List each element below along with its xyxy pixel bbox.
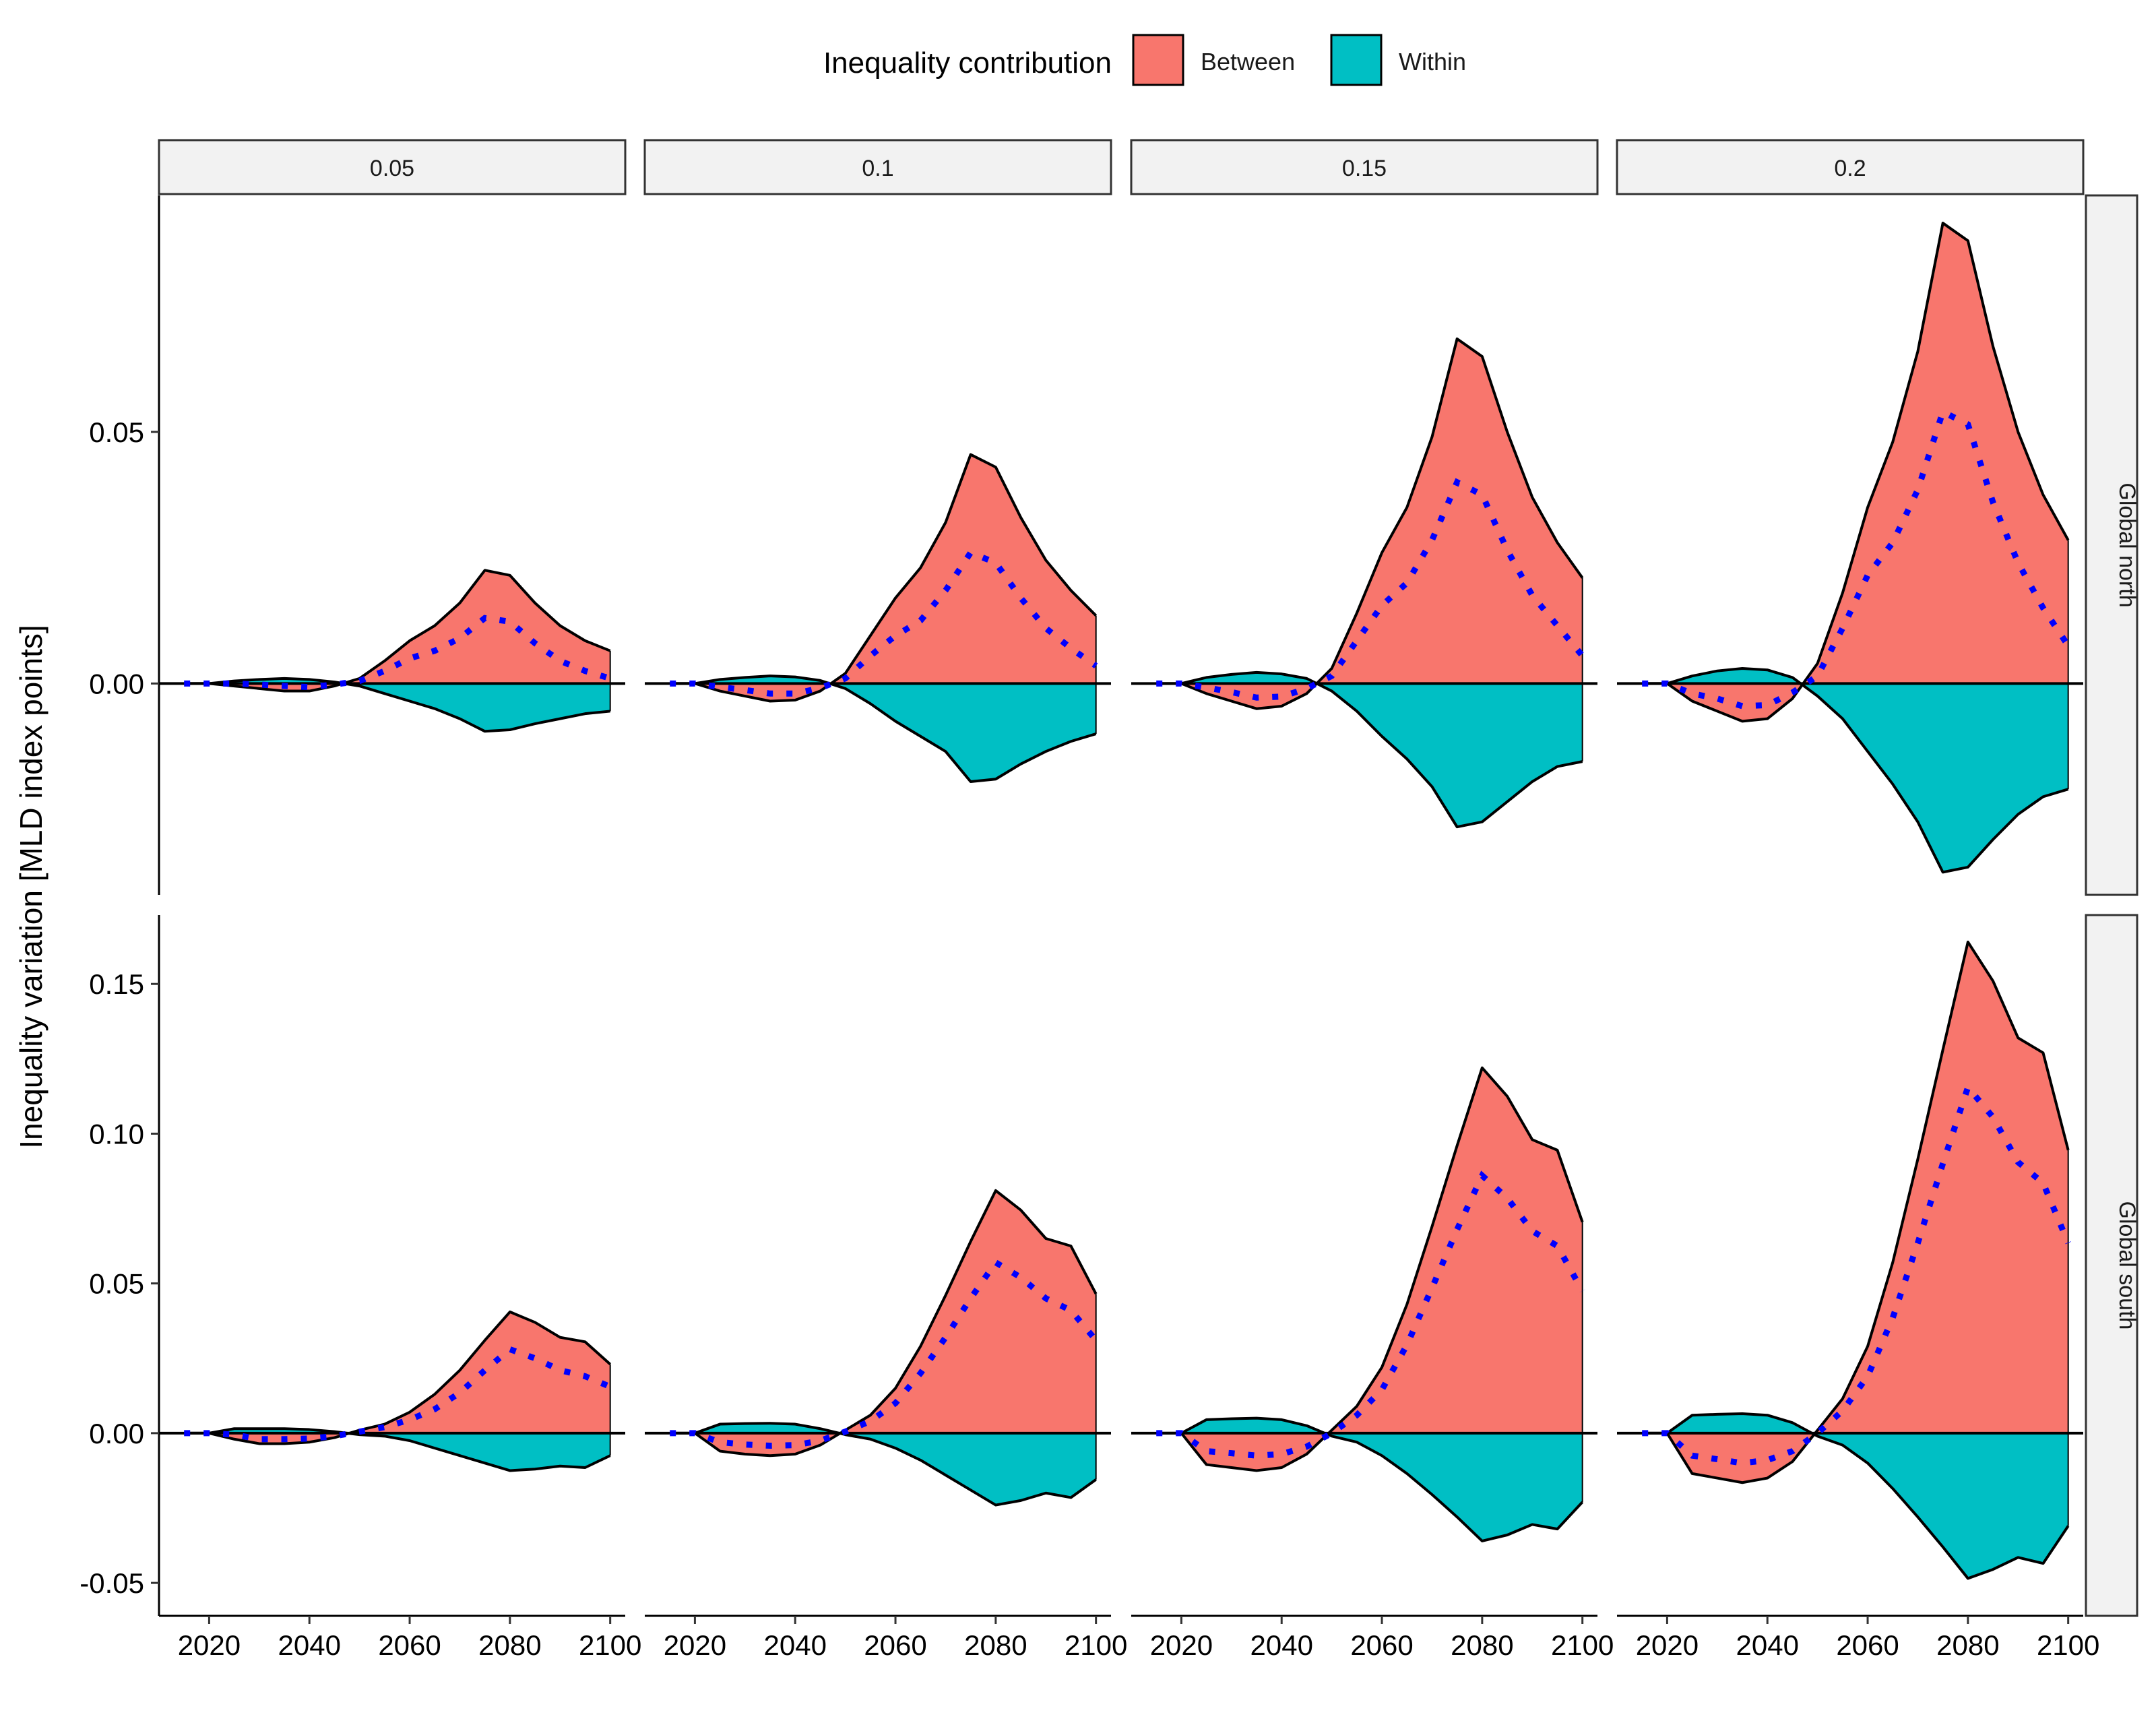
y-tick-label: 0.05 (89, 1268, 144, 1300)
x-tick-label: 2060 (1350, 1629, 1413, 1661)
x-tick-label: 2100 (579, 1629, 641, 1661)
legend-label-within: Within (1399, 48, 1466, 75)
y-tick-label: 0.00 (89, 668, 144, 699)
panel-grid: 0.05 0.1 0.15 0.2 Global north Global south 0.… (80, 139, 2140, 1661)
strip-row-label-global-south: Global south (2114, 1201, 2140, 1330)
within-outline (184, 1427, 611, 1472)
between-area (1156, 1067, 1583, 1471)
panel-global-north-0-05: 0.00 0.05 (89, 195, 625, 895)
between-outline (1642, 222, 2070, 723)
strip-col-label-0-15: 0.15 (1342, 156, 1387, 181)
panel-global-north-0-1 (645, 453, 1111, 783)
between-area (1642, 223, 2068, 722)
within-area (1156, 672, 1583, 827)
x-tick-label: 2100 (1065, 1629, 1127, 1661)
within-area (184, 678, 610, 732)
x-tick-label: 2080 (1936, 1629, 1999, 1661)
within-outline (670, 675, 1097, 783)
x-tick-label: 2060 (1836, 1629, 1899, 1661)
x-tick-label: 2100 (1551, 1629, 1614, 1661)
total-dotted-line (1156, 1170, 1585, 1459)
legend-title: Inequality contribution (823, 46, 1112, 80)
x-tick-label: 2040 (278, 1629, 341, 1661)
strip-col-0-15 (1130, 139, 1599, 195)
within-outline (1642, 666, 2069, 874)
within-area (1642, 668, 2068, 873)
between-outline (1642, 941, 2070, 1484)
between-outline (1156, 337, 1584, 710)
y-axis-title: Inequality variation [MLD index points] (13, 625, 49, 1148)
between-outline (1156, 1066, 1584, 1472)
y-tick-label: -0.05 (80, 1567, 144, 1599)
x-tick-label: 2100 (2037, 1629, 2099, 1661)
strip-col-0-05 (158, 139, 627, 195)
between-area (184, 1311, 610, 1444)
total-dotted-line (1156, 478, 1585, 701)
between-outline (670, 1189, 1098, 1457)
between-outline (670, 453, 1098, 703)
total-dotted-line (670, 548, 1098, 697)
x-tick-label: 2040 (1250, 1629, 1313, 1661)
x-tick-label: 2080 (964, 1629, 1027, 1661)
between-area (1156, 338, 1583, 709)
within-outline (184, 677, 610, 733)
between-outline (184, 1310, 612, 1445)
within-area (670, 1423, 1096, 1505)
within-outline (1156, 1416, 1584, 1542)
panel-global-south-0-1: 2020 2040 2060 2080 2100 (645, 1189, 1127, 1661)
within-area (670, 676, 1096, 782)
total-dotted-line (184, 1346, 612, 1443)
y-tick-label: 0.00 (89, 1418, 144, 1449)
x-tick-label: 2020 (1636, 1629, 1699, 1661)
within-outline (1156, 670, 1583, 829)
x-tick-label: 2080 (478, 1629, 541, 1661)
y-tick-label: 0.05 (89, 416, 144, 448)
x-tick-label: 2040 (1736, 1629, 1799, 1661)
total-dotted-line (1642, 1081, 2071, 1466)
strip-row-label-global-north: Global north (2114, 482, 2140, 607)
strip-col-0-2 (1616, 139, 2085, 195)
legend: Inequality contribution Between Within (823, 34, 1466, 86)
within-outline (1642, 1412, 2070, 1580)
strip-col-label-0-05: 0.05 (370, 156, 414, 181)
strip-col-0-1 (643, 139, 1112, 195)
panel-global-south-0-15: 2020 2040 2060 2080 2100 (1131, 1066, 1614, 1661)
between-area (1642, 942, 2068, 1483)
total-dotted-line (184, 615, 611, 691)
legend-key-within (1330, 34, 1383, 86)
strip-row-global-south (2085, 914, 2138, 1617)
x-tick-label: 2060 (378, 1629, 441, 1661)
y-tick-label: 0.15 (89, 968, 144, 1000)
y-tick-label: 0.10 (89, 1118, 144, 1150)
between-area (184, 570, 610, 691)
panel-global-south-0-2: 2020 2040 2060 2080 2100 (1617, 941, 2099, 1661)
between-area (670, 454, 1096, 701)
strip-col-label-0-2: 0.2 (1834, 156, 1866, 181)
panel-global-north-0-2 (1617, 222, 2083, 874)
within-area (1642, 1414, 2068, 1579)
x-tick-label: 2020 (1150, 1629, 1213, 1661)
x-tick-label: 2020 (178, 1629, 241, 1661)
within-area (1156, 1418, 1583, 1541)
x-tick-label: 2060 (864, 1629, 926, 1661)
x-tick-label: 2080 (1451, 1629, 1513, 1661)
between-outline (184, 569, 611, 693)
panel-global-south-0-05: 2020 2040 2060 2080 2100 -0.05 0.00 0.05 0.10 0.1… (80, 915, 641, 1661)
x-tick-label: 2020 (664, 1629, 726, 1661)
panel-global-north-0-15 (1131, 337, 1597, 829)
within-area (184, 1429, 610, 1471)
strip-col-label-0-1: 0.1 (862, 156, 893, 181)
within-outline (670, 1422, 1097, 1507)
strip-row-global-north (2085, 194, 2138, 896)
between-area (670, 1190, 1096, 1456)
x-tick-label: 2040 (764, 1629, 827, 1661)
legend-key-between (1132, 34, 1184, 86)
legend-label-between: Between (1201, 48, 1295, 75)
